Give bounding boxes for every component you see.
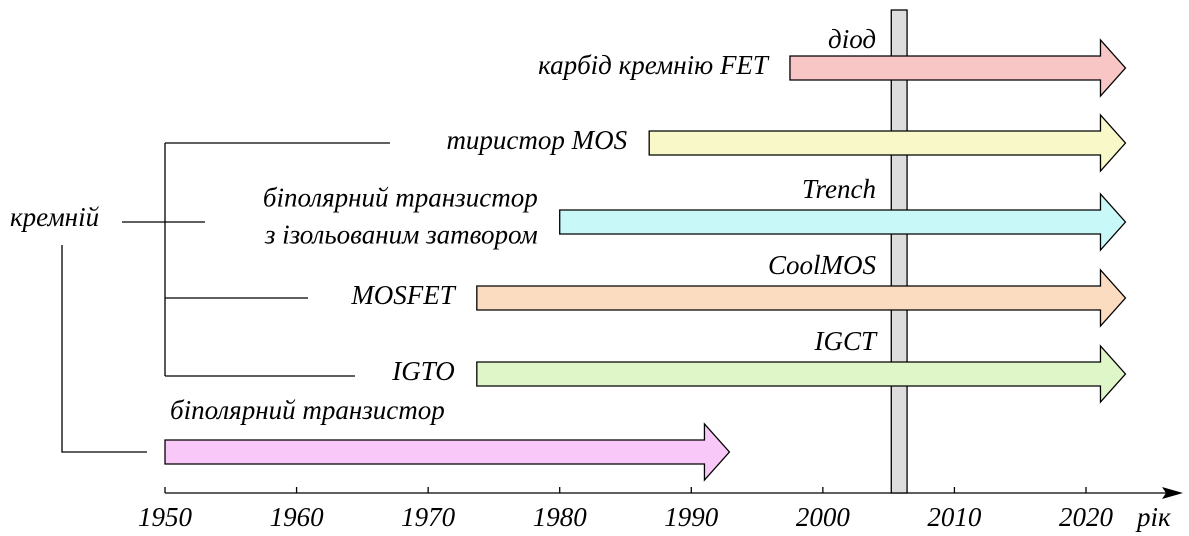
tick-label: 2000	[796, 502, 851, 532]
arrow-label: тиристор MOS	[446, 125, 627, 155]
arrow-label: MOSFET	[350, 280, 456, 310]
connector	[61, 245, 147, 453]
arrow-note: Trench	[802, 174, 876, 204]
arrow	[476, 344, 1127, 404]
arrow	[164, 422, 731, 482]
tick-label: 2020	[1059, 502, 1114, 532]
axis-arrow	[1162, 487, 1183, 499]
tick-label: 1980	[533, 502, 588, 532]
arrow	[559, 192, 1127, 252]
arrow	[476, 268, 1127, 328]
marker-bar	[890, 9, 908, 494]
arrow-note: діод	[828, 24, 876, 54]
tick-label: 1950	[138, 502, 193, 532]
axis-label: рік	[1135, 502, 1171, 532]
tick-label: 1960	[270, 502, 325, 532]
arrow-label: біполярний транзистор	[170, 395, 445, 425]
arrow-note: IGCT	[813, 326, 877, 356]
tick-label: 1990	[664, 502, 719, 532]
tick-label: 1970	[401, 502, 456, 532]
root-label: кремній	[10, 202, 100, 232]
arrow-note: CoolMOS	[768, 250, 877, 280]
arrow-label: карбід кремнію FET	[538, 50, 770, 80]
arrow	[648, 113, 1127, 173]
arrow-label: IGTO	[391, 356, 455, 386]
arrow	[789, 38, 1127, 98]
arrow-label: з ізольованим затвором	[264, 220, 538, 250]
tick-label: 2010	[927, 502, 982, 532]
arrow-label: біполярний транзистор	[263, 183, 538, 213]
